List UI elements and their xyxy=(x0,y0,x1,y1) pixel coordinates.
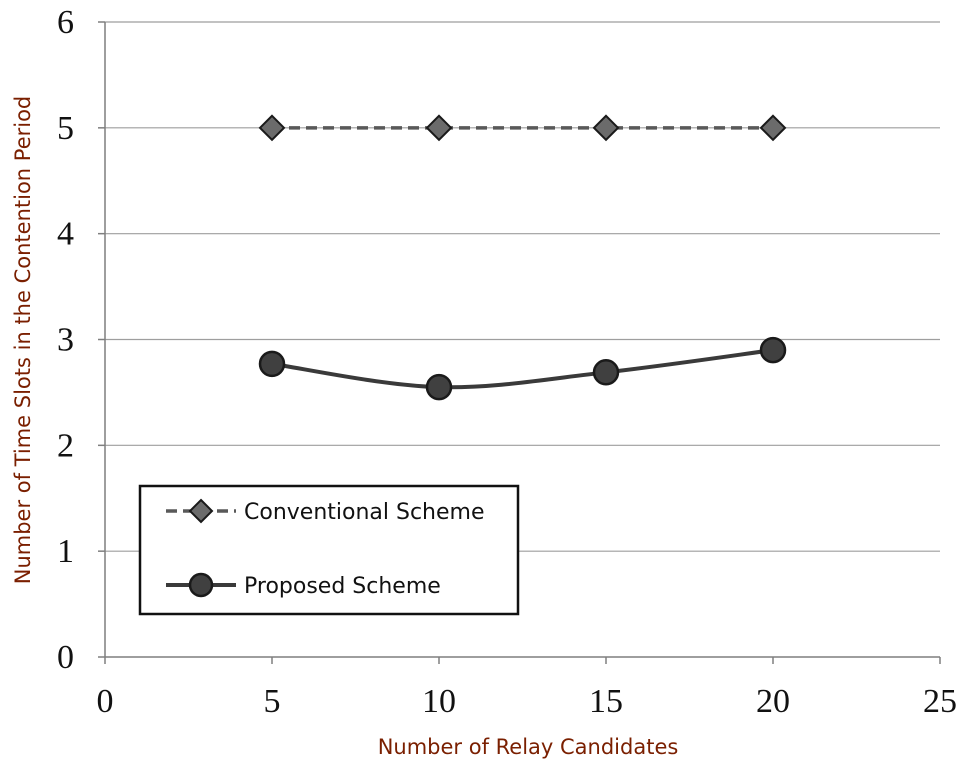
legend-label: Proposed Scheme xyxy=(244,574,441,599)
legend-marker-diamond xyxy=(166,498,236,524)
x-tick-label: 0 xyxy=(97,683,114,720)
series-diamond xyxy=(258,114,787,142)
data-point-diamond xyxy=(592,114,620,142)
series-line-solid xyxy=(271,348,774,390)
data-point-circle xyxy=(425,373,453,401)
y-tick-label: 1 xyxy=(57,533,74,570)
data-series xyxy=(258,114,787,401)
y-tick-label: 3 xyxy=(57,322,74,359)
axes: 0 1 2 3 4 5 6 0 5 10 15 20 25 xyxy=(57,4,957,720)
legend-circle-marker xyxy=(188,572,214,598)
legend: Conventional Scheme Proposed Scheme xyxy=(138,484,520,616)
legend-marker-circle xyxy=(166,572,236,598)
x-tick-label: 10 xyxy=(422,683,456,720)
x-tick-label: 25 xyxy=(923,683,957,720)
y-tick-label: 2 xyxy=(57,427,74,464)
data-point-diamond xyxy=(759,114,787,142)
gridlines xyxy=(105,21,940,552)
data-point-circle xyxy=(592,359,620,386)
x-tick-label: 20 xyxy=(756,683,790,720)
series-circle xyxy=(258,336,787,401)
x-tick-label: 5 xyxy=(264,683,281,720)
data-point-diamond xyxy=(258,114,286,142)
y-tick-label: 4 xyxy=(57,216,74,253)
y-axis-title: Number of Time Slots in the Contention P… xyxy=(11,96,35,585)
y-tick-label: 0 xyxy=(57,639,74,676)
axis-labels: Number of Relay Candidates Number of Tim… xyxy=(11,96,678,759)
data-point-circle xyxy=(258,350,286,378)
legend-diamond-marker xyxy=(188,498,214,524)
y-tick-label: 6 xyxy=(57,4,74,41)
x-axis-title: Number of Relay Candidates xyxy=(378,735,679,759)
x-tick-label: 15 xyxy=(589,683,623,720)
y-tick-label: 5 xyxy=(57,110,74,147)
data-point-circle xyxy=(759,336,787,364)
data-point-diamond xyxy=(425,114,453,142)
legend-label: Conventional Scheme xyxy=(244,500,485,525)
